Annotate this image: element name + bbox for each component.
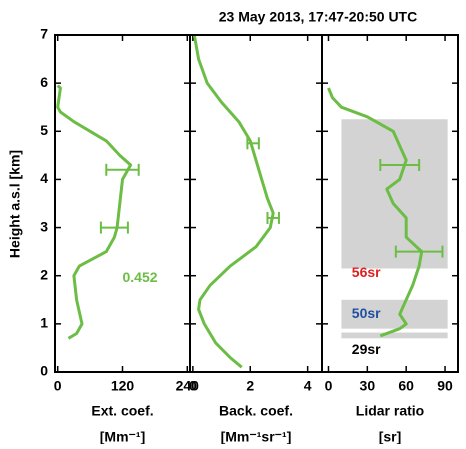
y-tick-label: 1: [40, 315, 48, 331]
y-tick-label: 0: [40, 363, 48, 379]
panel-frame: [54, 34, 191, 373]
panel-frame: [321, 34, 459, 373]
x-tick-label: 60: [398, 378, 414, 394]
y-tick-label: 7: [40, 26, 48, 42]
y-tick-label: 2: [40, 266, 48, 282]
x-tick-label: 0: [54, 378, 62, 394]
x-tick-label: 0: [325, 378, 333, 394]
y-tick-label: 5: [40, 122, 48, 138]
profile-line: [327, 87, 424, 338]
x-tick-label: 90: [437, 378, 453, 394]
x-tick-label: 240: [176, 378, 200, 394]
y-tick-label: 4: [40, 170, 48, 186]
chart-title: 23 May 2013, 17:47-20:50 UTC: [219, 9, 417, 25]
x-tick-label: 0: [189, 378, 197, 394]
annotation: 50sr: [352, 305, 381, 321]
y-tick-label: 3: [40, 218, 48, 234]
annotation: 0.452: [123, 269, 158, 285]
profile-line: [56, 84, 133, 340]
x-axis-label: Ext. coef.: [91, 403, 153, 419]
y-tick-label: 6: [40, 74, 48, 90]
band: [341, 299, 448, 329]
x-axis-label: [sr]: [379, 429, 402, 444]
annotation: 29sr: [352, 341, 381, 357]
y-axis-label: Height a.s.l [km]: [7, 150, 23, 258]
x-tick-label: 4: [304, 378, 312, 394]
x-axis-label: Back. coef.: [219, 403, 293, 419]
profile-line: [192, 34, 275, 369]
annotation: 56sr: [352, 264, 381, 280]
x-axis-label: [Mm⁻¹]: [100, 429, 146, 444]
x-axis-label: Lidar ratio: [356, 403, 424, 419]
x-tick-label: 2: [246, 378, 254, 394]
x-axis-label: [Mm⁻¹sr⁻¹]: [221, 429, 292, 444]
band: [341, 332, 448, 339]
x-tick-label: 30: [360, 378, 376, 394]
x-tick-label: 120: [111, 378, 135, 394]
band: [341, 119, 448, 269]
